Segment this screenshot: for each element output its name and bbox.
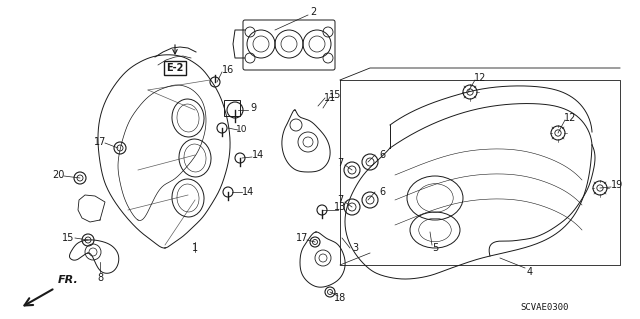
- Text: FR.: FR.: [58, 275, 79, 285]
- Text: 18: 18: [334, 293, 346, 303]
- Text: 19: 19: [611, 180, 623, 190]
- Text: 8: 8: [97, 273, 103, 283]
- Text: 6: 6: [379, 187, 385, 197]
- Text: 7: 7: [337, 195, 343, 205]
- Text: 14: 14: [252, 150, 264, 160]
- Text: 11: 11: [324, 93, 336, 103]
- Text: 6: 6: [379, 150, 385, 160]
- Text: 7: 7: [337, 158, 343, 168]
- Text: 12: 12: [564, 113, 576, 123]
- Text: 17: 17: [296, 233, 308, 243]
- Text: E-2: E-2: [166, 63, 184, 73]
- Text: 15: 15: [62, 233, 74, 243]
- Text: 12: 12: [474, 73, 486, 83]
- Text: 3: 3: [352, 243, 358, 253]
- Text: 15: 15: [329, 90, 341, 100]
- Text: 9: 9: [250, 103, 256, 113]
- Text: 10: 10: [236, 125, 248, 135]
- Text: SCVAE0300: SCVAE0300: [521, 303, 569, 313]
- Text: 16: 16: [222, 65, 234, 75]
- Text: 20: 20: [52, 170, 64, 180]
- Text: 5: 5: [432, 243, 438, 253]
- Text: 4: 4: [527, 267, 533, 277]
- Text: 13: 13: [334, 202, 346, 212]
- Text: 2: 2: [310, 7, 316, 17]
- Text: 14: 14: [242, 187, 254, 197]
- Text: 17: 17: [94, 137, 106, 147]
- Text: 1: 1: [192, 243, 198, 253]
